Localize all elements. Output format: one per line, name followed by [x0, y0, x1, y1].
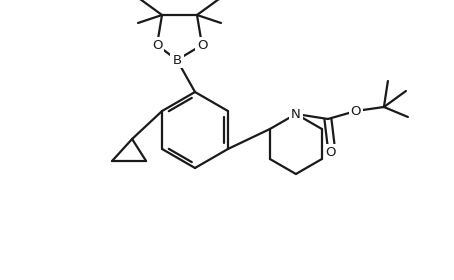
Text: O: O	[152, 39, 162, 52]
Text: O: O	[326, 146, 336, 158]
Text: O: O	[350, 104, 361, 118]
Text: O: O	[197, 39, 207, 52]
Text: N: N	[291, 108, 301, 120]
Text: B: B	[173, 53, 182, 67]
